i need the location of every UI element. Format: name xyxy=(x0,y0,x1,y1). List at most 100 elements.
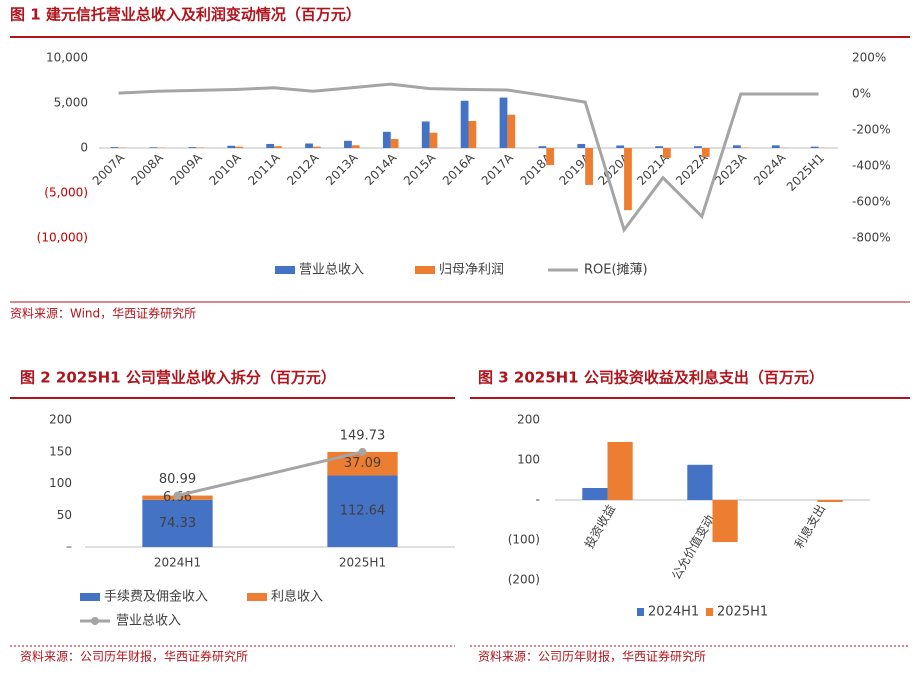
line-marker xyxy=(358,447,367,456)
x-tick-label: 2024A xyxy=(751,150,789,188)
line xyxy=(118,82,819,234)
bar xyxy=(701,148,710,157)
data-label: 80.99 xyxy=(159,472,196,487)
x-tick-label: 2013A xyxy=(323,150,361,188)
chart-title: 图 2 2025H1 公司营业总收入拆分（百万元） xyxy=(20,369,336,387)
bar xyxy=(274,146,282,148)
y-tick-label: 150 xyxy=(49,444,72,458)
bar xyxy=(662,148,671,158)
bar xyxy=(266,143,275,148)
legend-label: 利息收入 xyxy=(271,589,323,605)
bar xyxy=(507,114,516,148)
y2-tick-label: -600% xyxy=(852,195,891,209)
source-note: 资料来源：公司历年财报，华西证券研究所 xyxy=(20,649,248,664)
legend-label: ROE(摊薄) xyxy=(584,263,648,278)
legend-swatch xyxy=(637,608,644,616)
x-tick-label: 利息支出 xyxy=(791,502,828,551)
y-tick-label: (10,000) xyxy=(37,231,88,245)
x-tick-label: 2014A xyxy=(362,150,400,188)
bar xyxy=(732,145,741,148)
bar xyxy=(655,146,663,148)
legend-label: 手续费及佣金收入 xyxy=(104,589,208,605)
bar xyxy=(616,145,625,148)
bar xyxy=(305,143,313,148)
bar xyxy=(227,145,236,148)
y-tick-label: – xyxy=(66,540,72,554)
legend-swatch xyxy=(275,266,295,274)
y2-tick-label: 200% xyxy=(852,51,886,65)
legend-swatch xyxy=(80,593,100,601)
source-note: 资料来源：Wind，华西证券研究所 xyxy=(10,306,196,321)
line xyxy=(177,450,363,498)
y-tick-label: 50 xyxy=(57,508,72,522)
x-tick-label: 2012A xyxy=(284,150,322,188)
y-tick-label: 100 xyxy=(49,476,72,490)
data-label: 149.73 xyxy=(340,428,386,443)
data-label: 112.64 xyxy=(340,504,386,519)
x-tick-label: 2011A xyxy=(245,150,283,188)
bar xyxy=(390,139,399,148)
line-marker xyxy=(173,491,182,500)
x-tick-label: 投资收益 xyxy=(581,502,618,551)
bar xyxy=(327,451,398,476)
y2-tick-label: -800% xyxy=(852,231,891,245)
bar xyxy=(235,146,243,148)
bar xyxy=(327,475,398,547)
source-note: 资料来源：公司历年财报，华西证券研究所 xyxy=(478,649,706,664)
y-tick-label: 10,000 xyxy=(46,51,88,65)
legend-swatch xyxy=(415,266,435,274)
bar xyxy=(460,100,469,148)
x-tick-label: 2007A xyxy=(90,150,128,188)
legend-label: 2025H1 xyxy=(717,605,768,620)
bar xyxy=(421,121,430,148)
y-tick-label: 0 xyxy=(80,141,88,155)
bar xyxy=(817,500,843,502)
chart-title: 图 1 建元信托营业总收入及利润变动情况（百万元） xyxy=(10,6,361,24)
bar xyxy=(585,148,593,185)
bar xyxy=(188,147,197,148)
bar xyxy=(351,145,360,148)
bar xyxy=(607,442,633,500)
legend-label: 2024H1 xyxy=(648,605,699,620)
x-tick-label: 2015A xyxy=(401,150,439,188)
y-tick-label: (100) xyxy=(508,533,540,547)
x-tick-label: 2017A xyxy=(479,150,517,188)
y-tick-label: 200 xyxy=(517,413,540,427)
legend-label: 营业总收入 xyxy=(116,614,181,629)
x-tick-label: 2016A xyxy=(440,150,478,188)
bar xyxy=(582,488,608,500)
legend-marker xyxy=(91,617,99,625)
bar xyxy=(577,143,586,148)
bar xyxy=(810,146,819,148)
bar xyxy=(142,499,213,547)
y-tick-label: (5,000) xyxy=(44,186,88,200)
bar xyxy=(382,131,391,148)
y-tick-label: 100 xyxy=(517,453,540,467)
bar xyxy=(468,121,477,148)
legend-label: 营业总收入 xyxy=(299,263,364,278)
x-tick-label: 2009A xyxy=(168,150,206,188)
bar xyxy=(196,147,205,148)
bar xyxy=(110,147,119,148)
y2-tick-label: -400% xyxy=(852,159,891,173)
bar xyxy=(687,464,713,500)
y2-tick-label: 0% xyxy=(852,87,871,101)
x-tick-label: 2025H1 xyxy=(784,151,827,194)
chart-title: 图 3 2025H1 公司投资收益及利息支出（百万元） xyxy=(478,369,824,387)
legend-swatch xyxy=(706,608,713,616)
bar xyxy=(312,146,321,148)
bar xyxy=(499,97,508,148)
legend-swatch xyxy=(247,593,267,601)
bar xyxy=(712,500,738,542)
y2-tick-label: -200% xyxy=(852,123,891,137)
y-tick-label: 5,000 xyxy=(54,96,88,110)
bar xyxy=(429,132,438,148)
bar xyxy=(771,145,780,148)
bar xyxy=(149,147,158,148)
x-tick-label: 2024H1 xyxy=(154,556,201,570)
y-tick-label: - xyxy=(536,493,540,507)
bar xyxy=(344,140,352,148)
y-tick-label: 200 xyxy=(49,413,72,427)
